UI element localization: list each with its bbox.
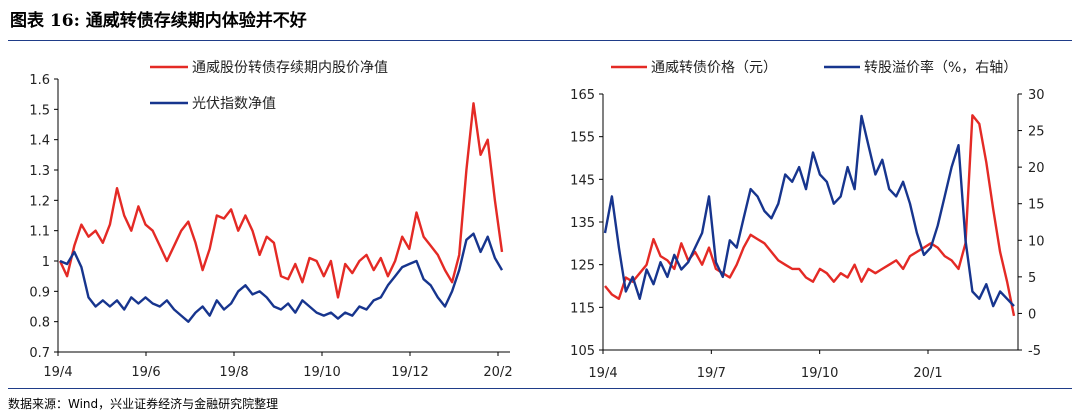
left-x-tick-label: 20/2 [483, 365, 512, 380]
title-rule [8, 40, 1072, 41]
left-y-tick-label: 1.1 [29, 225, 50, 240]
left-y-tick-label: 1.3 [29, 164, 50, 179]
left-y-tick-label: 1.5 [29, 103, 50, 118]
right-chart-right-tick-label: 10 [1028, 234, 1045, 249]
left-x-tick-label: 19/6 [131, 365, 160, 380]
right-chart-left-tick-label: 115 [570, 301, 595, 316]
figure-title: 图表 16: 通威转债存续期内体验并不好 [10, 11, 307, 31]
right-chart-left-tick-label: 165 [570, 88, 595, 103]
left-x-tick-label: 19/8 [219, 365, 248, 380]
right-chart-right-tick-label: 20 [1028, 161, 1045, 176]
right-chart-right-tick-label: 25 [1028, 125, 1045, 140]
right-chart-x-tick-label: 19/4 [588, 366, 617, 381]
left-y-tick-label: 1.4 [29, 134, 50, 149]
right-legend-label-1: 转股溢价率（%，右轴） [864, 59, 1017, 76]
left-legend-label-1: 光伏指数净值 [192, 96, 276, 112]
left-x-tick-label: 19/4 [43, 365, 72, 380]
right-chart-left-tick-label: 105 [570, 344, 595, 359]
left-x-tick-label: 19/12 [391, 365, 428, 380]
right-chart-left-tick-label: 155 [570, 131, 595, 146]
source-rule [8, 388, 1072, 389]
left-y-tick-label: 0.9 [29, 285, 50, 300]
left-y-tick-label: 0.7 [29, 346, 50, 361]
left-y-tick-label: 1.2 [29, 194, 50, 209]
left-series-line-1 [59, 232, 504, 323]
right-chart-left-tick-label: 145 [570, 173, 595, 188]
left-y-tick-label: 1 [42, 255, 50, 270]
left-y-tick-label: 0.8 [29, 316, 50, 331]
right-series-line-1 [603, 114, 1015, 308]
right-chart-x-tick-label: 19/7 [697, 366, 726, 381]
right-legend-label-0: 通威转债价格（元） [651, 60, 777, 76]
right-chart-right-tick-label: 5 [1028, 271, 1036, 286]
right-chart-left-tick-label: 125 [570, 259, 595, 274]
right-series-line-0 [604, 114, 1016, 317]
right-chart-left-tick-label: 135 [570, 216, 595, 231]
left-x-tick-label: 19/10 [303, 365, 340, 380]
right-chart-right-tick-label: -5 [1028, 344, 1041, 359]
right-chart-right-tick-label: 0 [1028, 307, 1036, 322]
right-chart-right-tick-label: 15 [1028, 198, 1045, 213]
right-chart-right-tick-label: 30 [1028, 88, 1045, 103]
right-chart-x-tick-label: 20/1 [913, 366, 942, 381]
left-series-line-0 [58, 102, 504, 299]
left-legend-label-0: 通威股份转债存续期内股价净值 [192, 59, 388, 76]
right-chart-x-tick-label: 19/10 [801, 366, 838, 381]
left-y-tick-label: 1.6 [29, 73, 50, 88]
source-note: 数据来源：Wind，兴业证券经济与金融研究院整理 [8, 397, 279, 411]
